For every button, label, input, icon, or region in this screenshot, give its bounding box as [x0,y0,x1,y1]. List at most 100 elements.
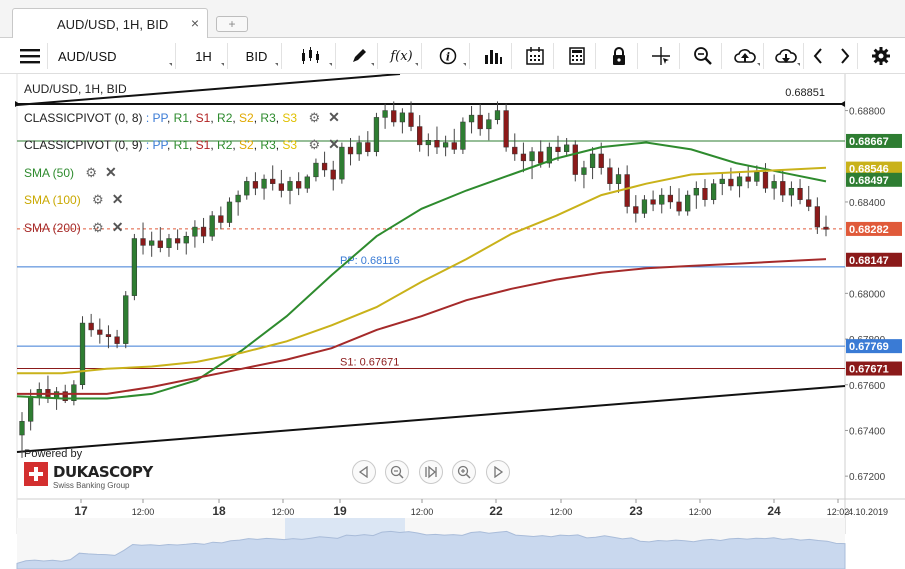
candle-body [468,114,475,123]
x-tick-label: 12:00 [411,507,434,517]
zoom-in-button[interactable] [452,460,476,484]
candle-body [693,187,699,196]
price-label-box [846,339,902,354]
download-button[interactable] [768,43,804,69]
candle-body [555,146,561,152]
close-icon[interactable]: ✕ [111,191,124,207]
chevron-left-icon [813,48,822,64]
price-label-text: 0.68147 [849,255,889,267]
candle-body [710,183,717,200]
y-tick-label: 0.67600 [849,381,886,392]
powered-by: Powered by [24,448,83,460]
candle-body [806,199,812,207]
grid [16,74,905,534]
candle-body [123,295,129,344]
cloud-upload-icon [733,49,756,63]
zoom-in-icon [457,465,471,479]
sma50-label: SMA (50) [24,166,75,180]
price-label-box [846,221,902,236]
candle-body [477,114,483,130]
scroll-back-button[interactable] [352,460,376,484]
candle-body [546,146,552,164]
pivot-item: PP [152,111,167,125]
close-icon[interactable]: × [190,15,199,31]
toolbar: AUD/USD 1H BID f(x) i [0,38,905,74]
candle-body [659,194,665,205]
gear-icon[interactable]: ⚙ [308,137,321,152]
pivot-item: R3 [260,111,276,125]
price-label-text: 0.67769 [849,341,889,353]
price-label-box [846,172,902,187]
gear-icon[interactable]: ⚙ [92,220,104,235]
period-select[interactable]: 1H [180,43,228,69]
instrument-select[interactable]: AUD/USD [52,43,176,69]
candle-body [71,384,77,401]
pivot-item: S3 [282,138,298,152]
x-tick-label: 24 [767,504,781,518]
menu-button[interactable] [12,43,48,69]
gear-icon[interactable]: ⚙ [308,110,321,125]
candle-body [28,395,34,422]
reset-view-button[interactable] [419,460,443,484]
candle-body [512,146,518,155]
candle-body [762,172,769,189]
navigator [16,518,846,569]
calendar-icon [525,47,544,65]
scroll-right-button[interactable] [832,43,858,69]
crosshair-button[interactable] [642,43,680,69]
close-icon[interactable]: ✕ [111,219,124,235]
svg-text:i: i [445,51,449,64]
price-label-text: 0.68497 [849,175,889,187]
navigator-area [16,530,846,569]
chart-area[interactable]: 0.68851 PP: 0.68116 S1: 0.67671 0.68800 0.6… [0,74,905,569]
pp-label: PP: 0.68116 [340,255,400,267]
candle-body [114,336,120,344]
price-label-box [846,133,902,148]
logo-sub: Swiss Banking Group [53,481,130,490]
price-axis: 0.688000.684000.680000.678000.676000.674… [845,107,902,483]
volume-button[interactable] [474,43,512,69]
legend-sma50: SMA (50) ⚙ ✕ [24,164,117,181]
lower-trendline [16,385,846,453]
bar-chart-icon [484,50,502,64]
logo-name: DUKASCOPY [53,463,153,481]
lock-button[interactable] [600,43,638,69]
zoom-out-button[interactable] [385,460,409,484]
info-button[interactable]: i [426,43,470,69]
scroll-left-button[interactable] [806,43,830,69]
close-icon[interactable]: ✕ [328,136,340,152]
candle-body [728,178,734,187]
scroll-forward-button[interactable] [486,460,510,484]
caret-icon [463,63,466,66]
candle-body [529,151,535,162]
price-chart[interactable]: 0.68851 PP: 0.68116 S1: 0.67671 0.68800 0.6… [0,74,905,569]
zoom-button[interactable] [684,43,722,69]
report-button[interactable] [558,43,596,69]
crosshair-icon [651,47,670,65]
indicators-button[interactable]: f(x) [382,43,422,69]
candle-body [676,201,682,212]
pivot-item: S3 [282,111,298,125]
close-icon[interactable]: ✕ [105,164,117,180]
calendar-button[interactable] [516,43,554,69]
x-tick-label: 12:00 [689,507,712,517]
gear-icon[interactable]: ⚙ [85,165,98,180]
candle-body [425,140,431,146]
gear-icon[interactable]: ⚙ [92,192,104,207]
candle-body [105,334,112,338]
chart-tab[interactable]: AUD/USD, 1H, BID × [12,8,208,39]
candle-body [304,176,310,189]
chart-type-button[interactable] [286,43,336,69]
candle-body [460,121,466,150]
close-icon[interactable]: ✕ [328,109,340,125]
upload-button[interactable] [726,43,764,69]
x-tick-label: 23 [629,504,643,518]
candle-body [235,194,241,203]
side-select[interactable]: BID [232,43,282,69]
draw-button[interactable] [340,43,378,69]
candle-body [538,151,544,164]
settings-button[interactable] [862,43,900,69]
add-tab-button[interactable]: + [216,16,248,32]
lock-icon [612,47,625,65]
legend-sma200: SMA (200) ⚙ ✕ [24,219,123,236]
